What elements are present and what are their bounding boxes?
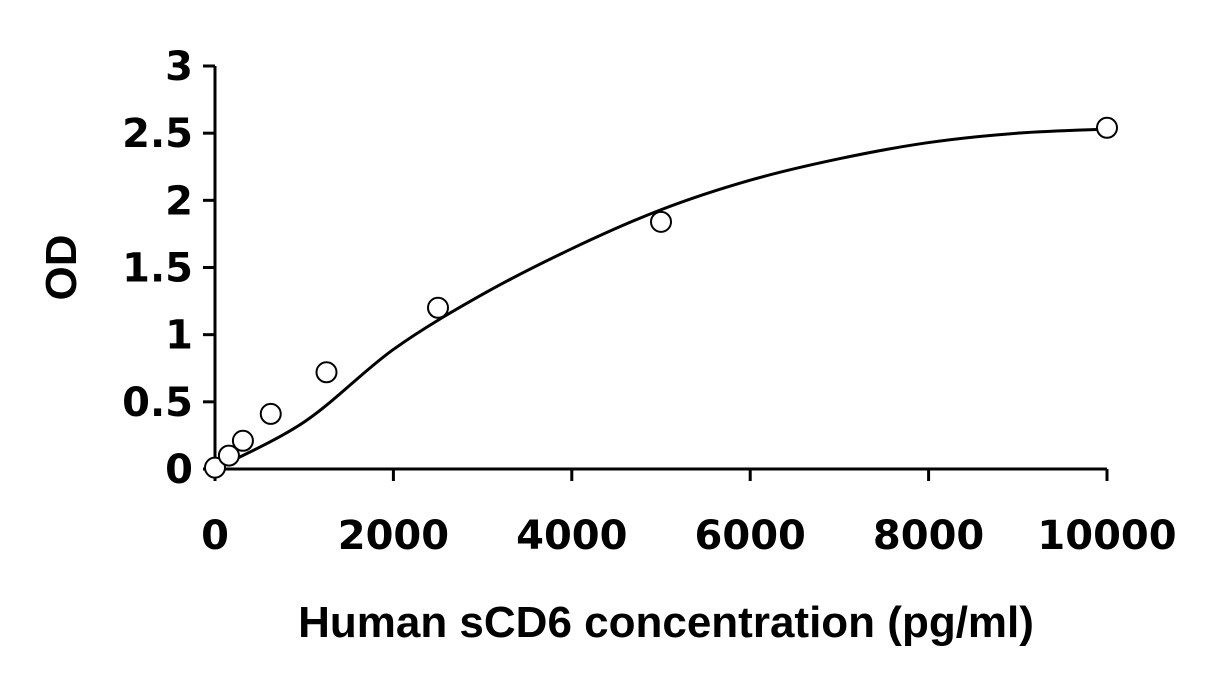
y-tick-label: 0.5 xyxy=(122,380,193,426)
y-tick-label: 0 xyxy=(165,447,193,493)
y-axis-title: OD xyxy=(37,235,86,301)
x-tick-label: 10000 xyxy=(1037,513,1176,559)
axes xyxy=(213,66,1107,471)
x-tick-label: 8000 xyxy=(873,513,984,559)
y-tick-label: 1.5 xyxy=(122,246,193,292)
x-tick-label: 2000 xyxy=(338,513,449,559)
data-point xyxy=(259,402,282,425)
fit-curve-line xyxy=(214,127,1108,471)
data-point xyxy=(204,456,226,479)
data-point xyxy=(217,444,240,467)
data-point xyxy=(231,429,254,452)
y-tick-label: 2 xyxy=(165,178,193,224)
data-point xyxy=(315,361,338,384)
x-tick-label: 0 xyxy=(201,513,229,559)
y-tick-label: 2.5 xyxy=(122,111,193,157)
data-points xyxy=(204,116,1118,479)
x-ticks: 0 2000 4000 6000 8000 10000 xyxy=(201,469,1177,559)
y-tick-label: 1 xyxy=(165,313,193,359)
x-tick-label: 4000 xyxy=(516,513,627,559)
data-point xyxy=(650,210,672,233)
data-point xyxy=(1096,116,1118,139)
y-tick-label: 3 xyxy=(165,44,193,90)
x-tick-label: 6000 xyxy=(695,513,806,559)
x-axis-title: Human sCD6 concentration (pg/ml) xyxy=(298,598,1034,647)
y-ticks: 0 0.5 1 1.5 2 2.5 3 xyxy=(122,44,215,493)
data-point xyxy=(427,296,449,319)
